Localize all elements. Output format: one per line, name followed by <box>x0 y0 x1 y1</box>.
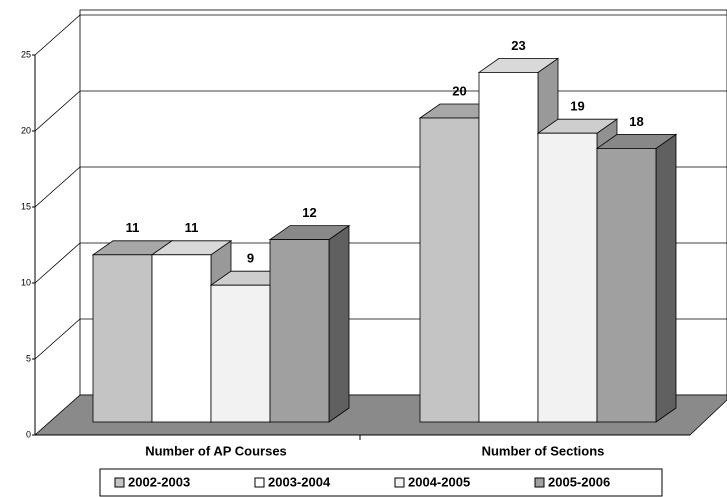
legend-swatch <box>534 477 545 488</box>
bar-side <box>328 224 350 423</box>
x-tick-label: Number of Sections <box>482 443 605 458</box>
data-label: 11 <box>126 220 140 235</box>
data-label: 23 <box>511 38 525 53</box>
legend-label: 2004-2005 <box>408 474 470 489</box>
legend <box>99 468 663 497</box>
bar <box>596 147 657 423</box>
data-label: 18 <box>629 114 643 129</box>
legend-label: 2003-2004 <box>268 474 331 489</box>
legend-swatch <box>254 477 265 488</box>
legend-label: 2005-2006 <box>548 474 610 489</box>
legend-swatch <box>114 477 125 488</box>
data-label: 20 <box>452 83 466 98</box>
bar-side <box>655 133 677 423</box>
bar <box>210 284 271 423</box>
data-label: 19 <box>570 99 584 114</box>
y-tick-label: 15 <box>21 201 31 211</box>
y-tick-label: 25 <box>21 49 31 59</box>
y-tick-label: 10 <box>21 277 31 287</box>
x-tick-label: Number of AP Courses <box>145 443 287 458</box>
grid-line <box>34 14 81 56</box>
grid-line <box>34 242 81 284</box>
bar <box>151 254 212 423</box>
bar <box>478 72 539 423</box>
y-tick-label: 0 <box>26 429 31 439</box>
grid-line <box>34 318 81 360</box>
bar <box>419 117 480 423</box>
data-label: 9 <box>247 251 254 266</box>
bar <box>92 254 153 423</box>
legend-swatch <box>394 477 405 488</box>
grid-line <box>34 90 81 132</box>
grid-line <box>34 166 81 208</box>
y-tick-label: 5 <box>26 353 31 363</box>
data-label: 11 <box>185 220 199 235</box>
legend-label: 2002-2003 <box>128 474 190 489</box>
bar <box>537 132 598 423</box>
y-tick-label: 20 <box>21 125 31 135</box>
bar <box>269 239 330 423</box>
data-label: 12 <box>302 205 316 220</box>
